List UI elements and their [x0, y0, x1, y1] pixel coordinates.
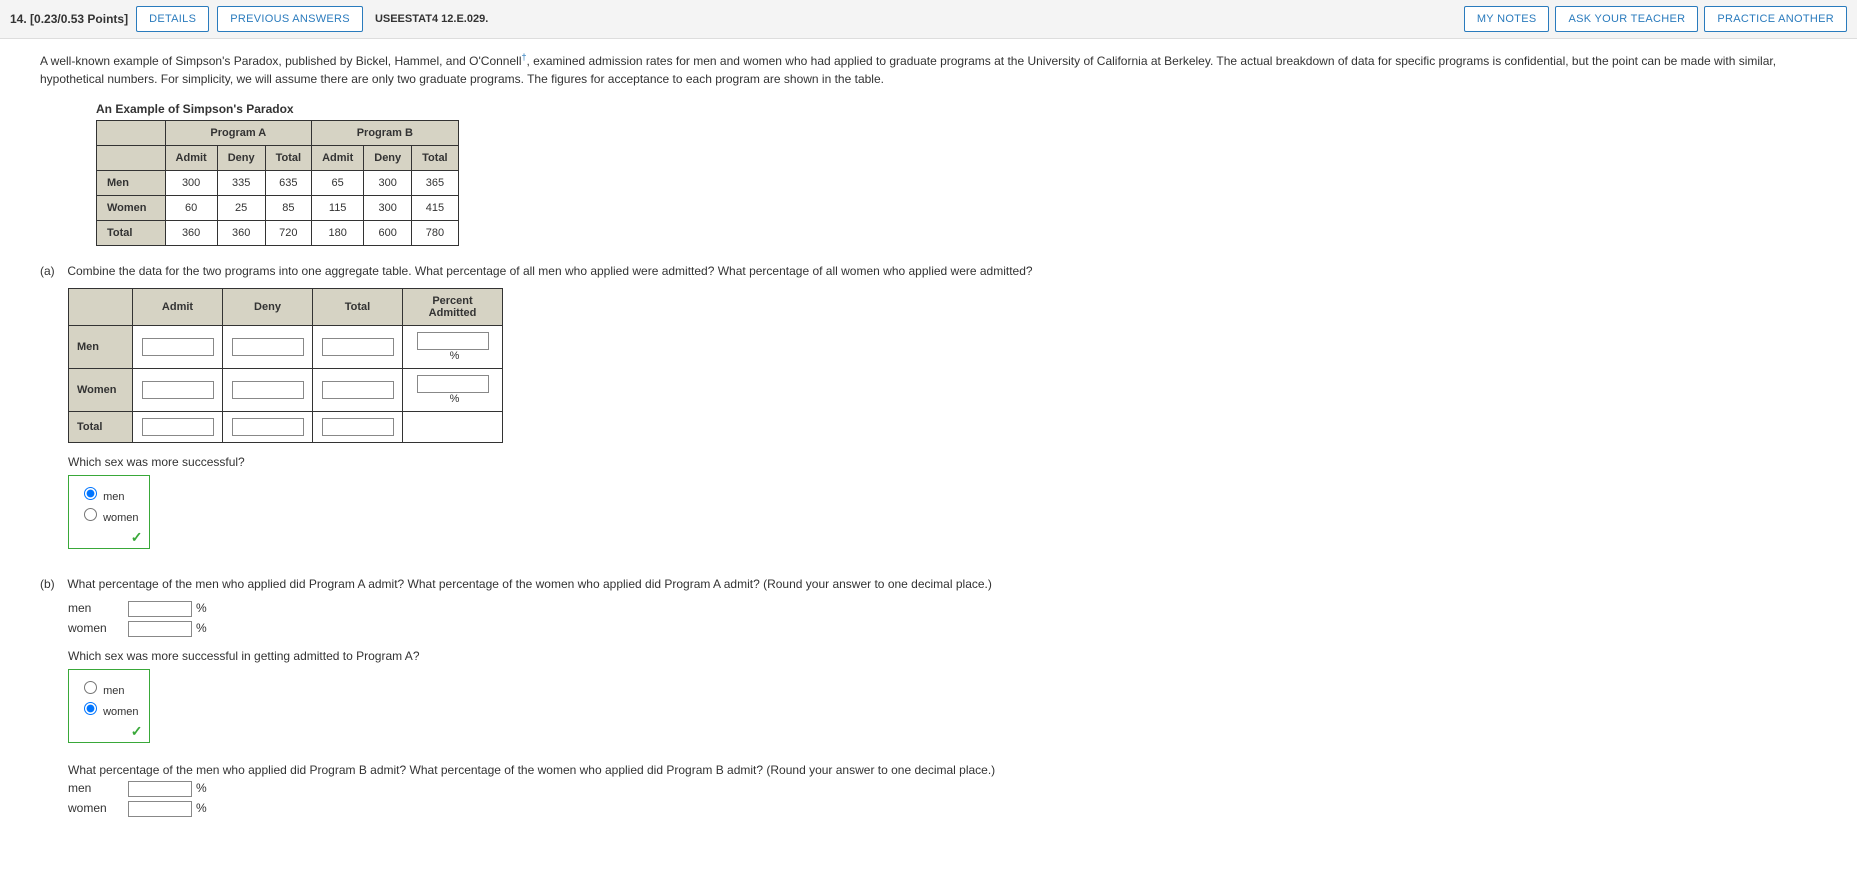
which-sex-question-b: Which sex was more successful in getting…: [68, 649, 1817, 663]
progA-men-input[interactable]: [128, 601, 192, 617]
details-button[interactable]: DETAILS: [136, 6, 209, 32]
label-women: women: [68, 621, 128, 635]
check-icon: ✓: [131, 723, 143, 740]
intro-text: A well-known example of Simpson's Parado…: [40, 51, 1817, 88]
table-row: Total: [69, 412, 503, 443]
aggregate-table: Admit Deny Total PercentAdmitted Men % W…: [68, 288, 503, 443]
check-icon: ✓: [131, 529, 143, 546]
label-men: men: [68, 601, 128, 615]
part-a-label: (a): [40, 264, 64, 278]
table-row: Men %: [69, 326, 503, 369]
my-notes-button[interactable]: MY NOTES: [1464, 6, 1550, 32]
progB-men-input[interactable]: [128, 781, 192, 797]
question-header: 14. [0.23/0.53 Points] DETAILS PREVIOUS …: [0, 0, 1857, 39]
footnote-mark: †: [521, 52, 526, 62]
question-number: 14. [0.23/0.53 Points]: [10, 12, 128, 26]
col-program-b: Program B: [312, 121, 459, 146]
men-total-input[interactable]: [322, 338, 394, 356]
practice-another-button[interactable]: PRACTICE ANOTHER: [1704, 6, 1847, 32]
men-percent-input[interactable]: [417, 332, 489, 350]
radio-group-b: men women ✓: [68, 669, 150, 743]
radio-women-b[interactable]: [84, 702, 97, 715]
total-total-input[interactable]: [322, 418, 394, 436]
men-deny-input[interactable]: [232, 338, 304, 356]
radio-women-a[interactable]: [84, 508, 97, 521]
table-row: Men 300335635 65300365: [97, 171, 459, 196]
total-deny-input[interactable]: [232, 418, 304, 436]
table-title: An Example of Simpson's Paradox: [96, 102, 1817, 116]
radio-men-b[interactable]: [84, 681, 97, 694]
table-row: Total 360360720 180600780: [97, 221, 459, 246]
men-admit-input[interactable]: [142, 338, 214, 356]
previous-answers-button[interactable]: PREVIOUS ANSWERS: [217, 6, 363, 32]
total-admit-input[interactable]: [142, 418, 214, 436]
question-id: USEESTAT4 12.E.029.: [375, 13, 488, 25]
label-women: women: [68, 801, 128, 815]
ask-teacher-button[interactable]: ASK YOUR TEACHER: [1555, 6, 1698, 32]
col-percent-admitted: PercentAdmitted: [403, 289, 503, 326]
women-percent-input[interactable]: [417, 375, 489, 393]
radio-group-a: men women ✓: [68, 475, 150, 549]
label-men: men: [68, 781, 128, 795]
table-row: Women 602585 115300415: [97, 196, 459, 221]
progB-women-input[interactable]: [128, 801, 192, 817]
women-deny-input[interactable]: [232, 381, 304, 399]
radio-men-a[interactable]: [84, 487, 97, 500]
col-program-a: Program A: [165, 121, 312, 146]
part-a-text: Combine the data for the two programs in…: [67, 264, 1032, 278]
which-sex-question-a: Which sex was more successful?: [68, 455, 1817, 469]
part-b-text: What percentage of the men who applied d…: [67, 577, 992, 591]
part-b-text2: What percentage of the men who applied d…: [68, 763, 1817, 777]
women-total-input[interactable]: [322, 381, 394, 399]
paradox-table: Program A Program B Admit Deny Total Adm…: [96, 120, 459, 246]
women-admit-input[interactable]: [142, 381, 214, 399]
progA-women-input[interactable]: [128, 621, 192, 637]
part-b-label: (b): [40, 577, 64, 591]
table-row: Women %: [69, 369, 503, 412]
